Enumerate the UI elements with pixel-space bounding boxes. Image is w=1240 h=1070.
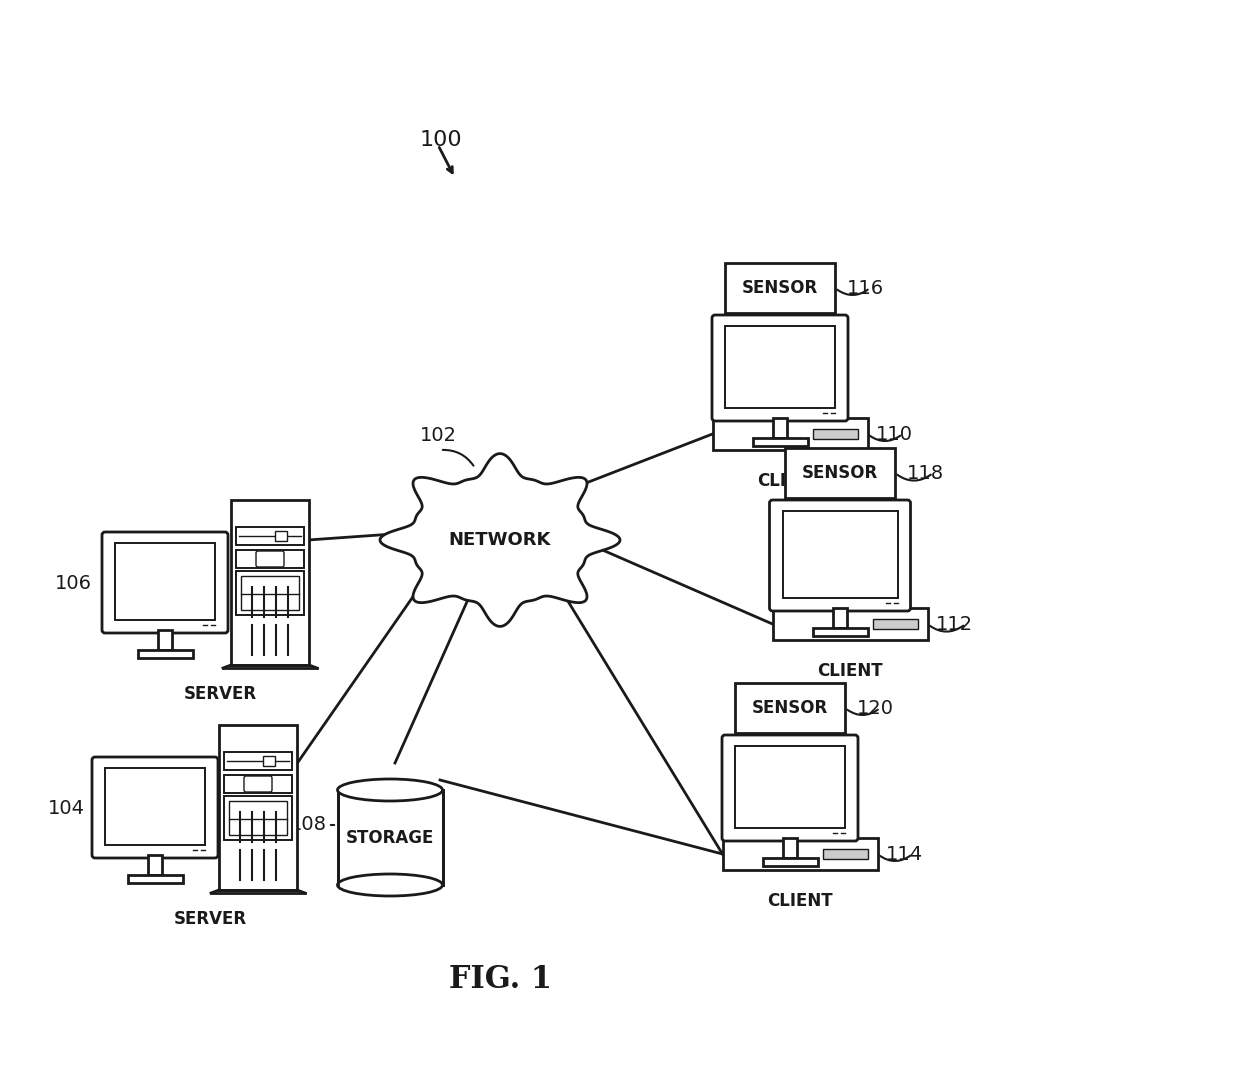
Text: STORAGE: STORAGE	[346, 829, 434, 847]
Text: 108: 108	[290, 815, 327, 835]
FancyBboxPatch shape	[337, 790, 443, 885]
FancyBboxPatch shape	[833, 608, 847, 628]
Text: SENSOR: SENSOR	[751, 699, 828, 717]
Text: 120: 120	[857, 699, 894, 718]
FancyBboxPatch shape	[812, 628, 868, 636]
FancyBboxPatch shape	[224, 775, 291, 793]
Text: 110: 110	[875, 425, 913, 443]
Text: SENSOR: SENSOR	[742, 279, 818, 297]
FancyBboxPatch shape	[782, 838, 797, 858]
FancyBboxPatch shape	[725, 326, 835, 408]
Ellipse shape	[337, 779, 443, 801]
FancyBboxPatch shape	[812, 429, 858, 439]
Text: 100: 100	[420, 129, 463, 150]
Text: 104: 104	[48, 798, 86, 817]
Text: SERVER: SERVER	[184, 685, 257, 703]
FancyBboxPatch shape	[236, 528, 304, 545]
Ellipse shape	[337, 874, 443, 896]
FancyBboxPatch shape	[873, 620, 918, 629]
FancyBboxPatch shape	[219, 725, 298, 890]
Text: CLIENT: CLIENT	[817, 662, 883, 681]
Text: 114: 114	[885, 844, 923, 863]
FancyBboxPatch shape	[157, 630, 172, 649]
FancyBboxPatch shape	[770, 500, 910, 611]
FancyBboxPatch shape	[753, 438, 807, 446]
FancyBboxPatch shape	[725, 263, 835, 314]
FancyBboxPatch shape	[244, 776, 272, 792]
FancyBboxPatch shape	[763, 858, 817, 866]
FancyBboxPatch shape	[713, 418, 868, 450]
FancyBboxPatch shape	[236, 550, 304, 568]
FancyBboxPatch shape	[735, 746, 844, 828]
FancyBboxPatch shape	[773, 418, 787, 438]
FancyBboxPatch shape	[723, 838, 878, 870]
FancyBboxPatch shape	[275, 531, 286, 541]
FancyBboxPatch shape	[241, 576, 299, 610]
Text: SERVER: SERVER	[174, 910, 247, 928]
Text: CLIENT: CLIENT	[768, 892, 833, 910]
FancyBboxPatch shape	[822, 849, 868, 859]
FancyBboxPatch shape	[128, 875, 182, 883]
FancyBboxPatch shape	[229, 801, 286, 835]
FancyBboxPatch shape	[224, 796, 291, 840]
FancyBboxPatch shape	[138, 649, 192, 658]
FancyBboxPatch shape	[236, 571, 304, 615]
Text: NETWORK: NETWORK	[449, 531, 552, 549]
Text: 116: 116	[847, 278, 884, 297]
Text: CLIENT: CLIENT	[758, 472, 823, 490]
FancyBboxPatch shape	[102, 532, 228, 633]
Polygon shape	[379, 454, 620, 626]
FancyBboxPatch shape	[712, 315, 848, 421]
FancyBboxPatch shape	[722, 735, 858, 841]
FancyBboxPatch shape	[105, 768, 205, 845]
Text: 102: 102	[420, 426, 458, 445]
FancyBboxPatch shape	[231, 500, 309, 664]
FancyBboxPatch shape	[148, 855, 162, 875]
Text: 118: 118	[906, 463, 944, 483]
Text: 112: 112	[935, 614, 972, 633]
FancyBboxPatch shape	[785, 448, 895, 498]
Text: FIG. 1: FIG. 1	[449, 964, 552, 995]
Text: SENSOR: SENSOR	[802, 464, 878, 482]
FancyBboxPatch shape	[773, 608, 928, 640]
FancyBboxPatch shape	[782, 511, 898, 598]
Text: 106: 106	[55, 574, 92, 593]
FancyBboxPatch shape	[735, 683, 844, 733]
FancyBboxPatch shape	[115, 542, 215, 620]
FancyBboxPatch shape	[255, 551, 284, 567]
FancyBboxPatch shape	[263, 756, 275, 766]
FancyBboxPatch shape	[224, 752, 291, 770]
FancyBboxPatch shape	[92, 756, 218, 858]
